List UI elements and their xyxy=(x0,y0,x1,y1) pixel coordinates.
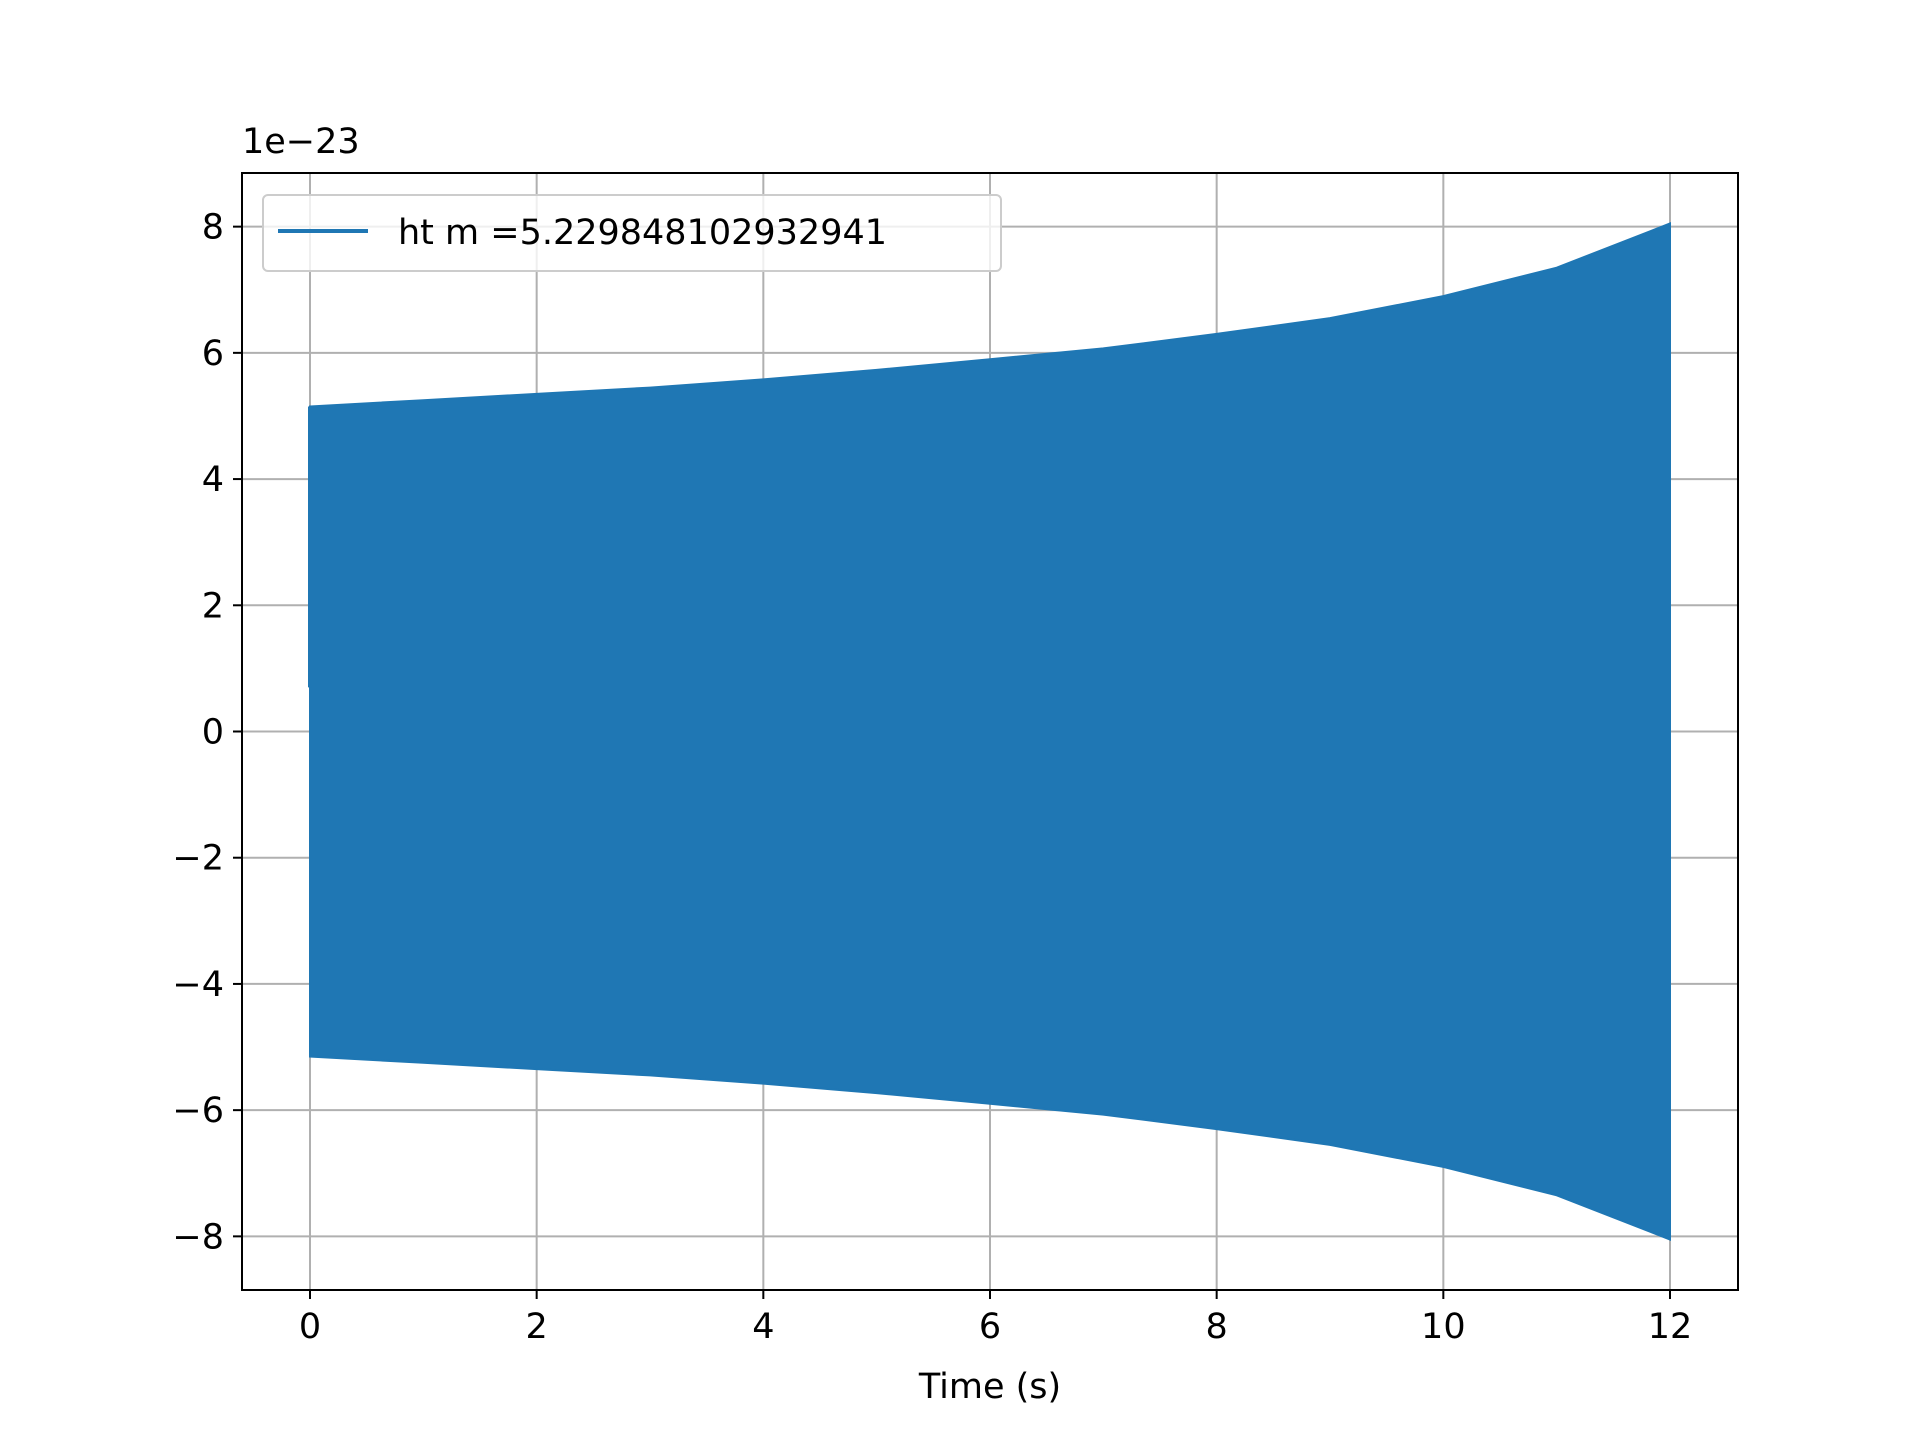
y-tick-label: −4 xyxy=(172,965,224,1005)
x-tick-label: 6 xyxy=(979,1307,1001,1347)
legend-box xyxy=(262,194,1002,272)
plot-area xyxy=(308,222,1671,1241)
legend-label: ht m =5.229848102932941 xyxy=(398,213,887,253)
y-tick-label: 0 xyxy=(202,713,224,753)
y-tick-label: 2 xyxy=(202,586,224,626)
ticks: 0 2 4 6 8 10 12 −8 −6 −4 −2 0 2 4 6 8 xyxy=(172,208,1692,1347)
y-tick-label: −2 xyxy=(172,839,224,879)
y-tick-label: 4 xyxy=(202,460,224,500)
y-offset-text: 1e−23 xyxy=(242,122,360,162)
series-envelope xyxy=(309,222,1671,1241)
y-tick-label: 6 xyxy=(202,334,224,374)
x-tick-label: 12 xyxy=(1648,1307,1693,1347)
y-tick-label: −6 xyxy=(172,1091,224,1131)
x-tick-label: 8 xyxy=(1206,1307,1228,1347)
y-tick-label: −8 xyxy=(172,1217,224,1257)
x-tick-label: 10 xyxy=(1421,1307,1466,1347)
x-tick-label: 0 xyxy=(299,1307,321,1347)
x-tick-label: 4 xyxy=(752,1307,774,1347)
x-axis-label: Time (s) xyxy=(918,1367,1061,1407)
y-tick-label: 8 xyxy=(202,208,224,248)
legend: ht m =5.229848102932941 xyxy=(262,194,1002,272)
x-tick-label: 2 xyxy=(526,1307,548,1347)
